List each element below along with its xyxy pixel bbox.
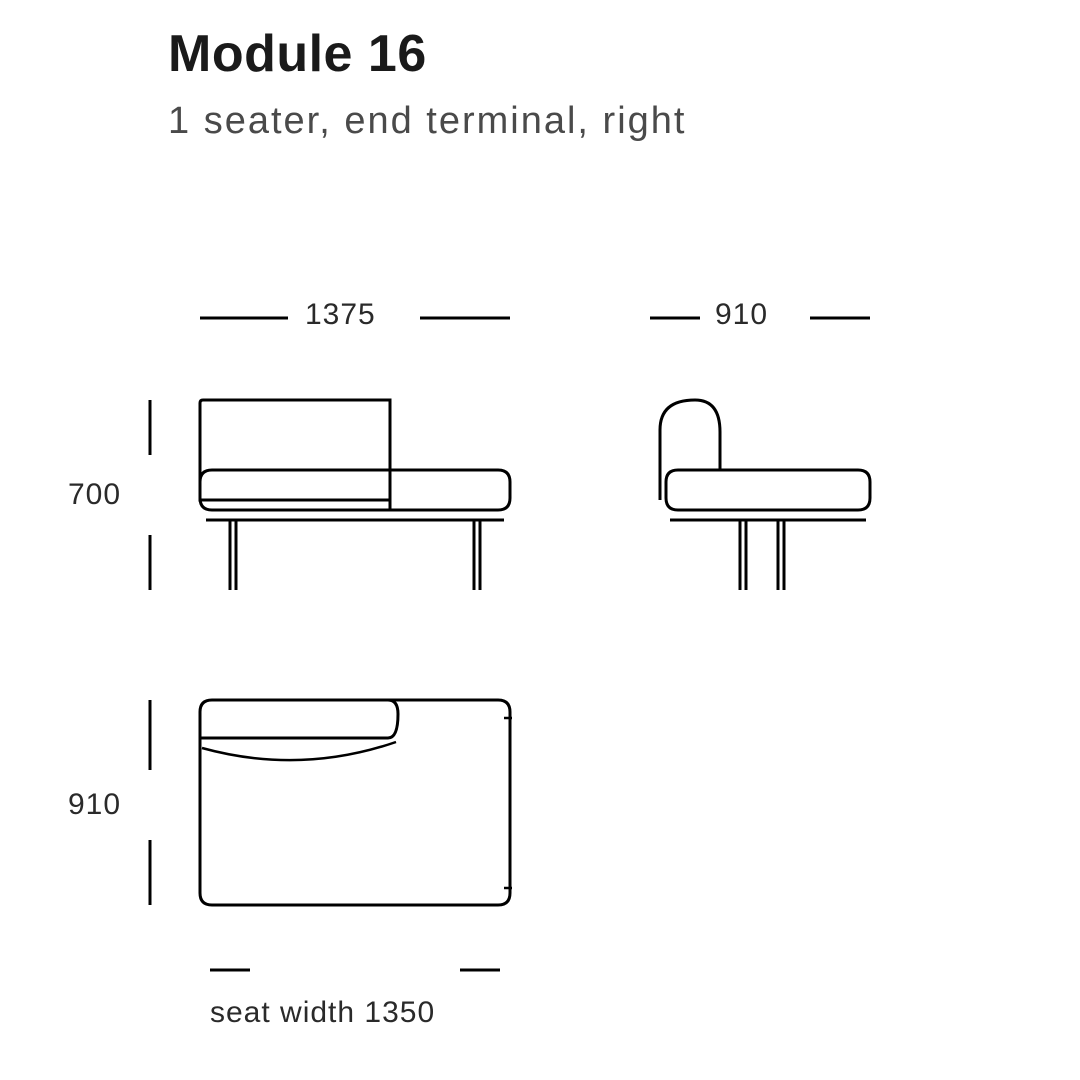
page: Module 16 1 seater, end terminal, right … [0,0,1080,1080]
technical-drawing-svg [0,0,1080,1080]
